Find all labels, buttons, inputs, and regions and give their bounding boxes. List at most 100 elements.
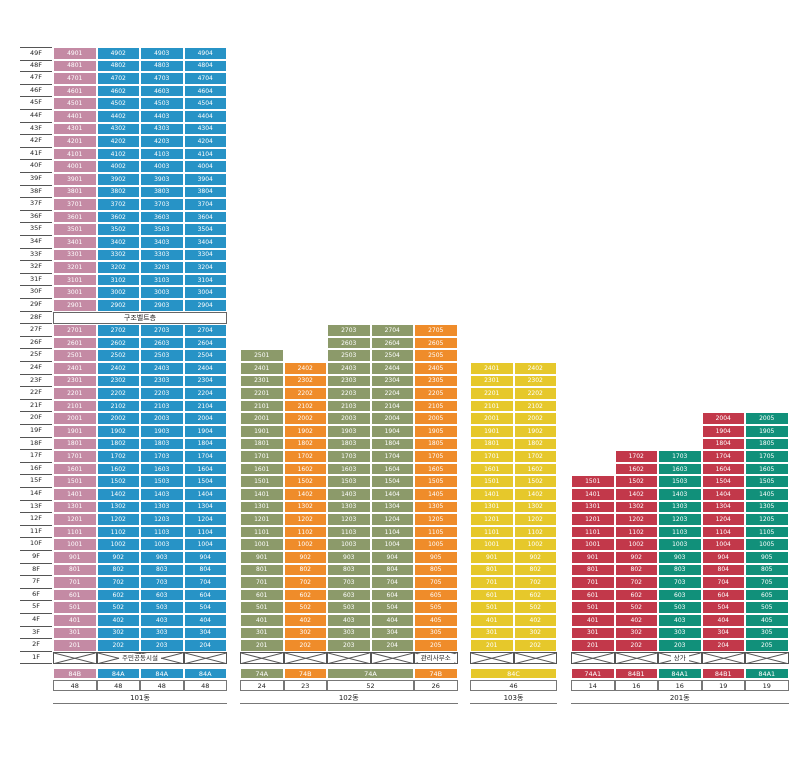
- unit-count: 19: [745, 680, 789, 692]
- floor-label: 2F: [20, 639, 52, 652]
- floor-label: 38F: [20, 186, 52, 199]
- unit-cell: 801: [470, 563, 514, 577]
- unit-cell: 602: [96, 588, 140, 602]
- unit-cell: 4803: [140, 59, 184, 73]
- floor-label: 12F: [20, 513, 52, 526]
- unit-cell: 1603: [140, 462, 184, 476]
- unit-cell: 403: [327, 614, 371, 627]
- unit-cell: 404: [183, 614, 227, 627]
- unit-type-label: 84C: [470, 668, 557, 680]
- unit-cell: 1503: [327, 475, 371, 488]
- unit-cell: 1104: [183, 525, 227, 539]
- unit-cell: 702: [513, 576, 557, 589]
- unit-cell: 4401: [53, 110, 97, 123]
- unit-cell: 1202: [283, 513, 327, 526]
- unit-count: 16: [614, 680, 658, 692]
- unit-cell: 3903: [140, 173, 184, 186]
- unit-cell: 1801: [240, 437, 284, 451]
- unit-cell: 4403: [140, 110, 184, 123]
- floor-label: 45F: [20, 97, 52, 110]
- floor-label: 47F: [20, 72, 52, 85]
- unit-cell: 202: [283, 639, 327, 652]
- unit-cell: 702: [96, 576, 140, 589]
- unit-cell: 2201: [240, 387, 284, 400]
- unit-cell: 301: [53, 626, 97, 640]
- unit-cell: 901: [53, 551, 97, 564]
- unit-cell: 1503: [658, 475, 702, 488]
- unit-cell: 803: [140, 563, 184, 577]
- unit-count: 48: [183, 680, 227, 692]
- unit-cell: 202: [614, 639, 658, 652]
- floor-label: 39F: [20, 173, 52, 186]
- unit-cell: 2704: [183, 324, 227, 337]
- pilotis-cell: [701, 651, 745, 665]
- unit-cell: 204: [701, 639, 745, 652]
- unit-cell: 203: [658, 639, 702, 652]
- unit-cell: 2403: [327, 362, 371, 375]
- unit-cell: 201: [53, 639, 97, 652]
- unit-cell: 1703: [327, 450, 371, 463]
- unit-cell: 1305: [414, 500, 458, 514]
- unit-cell: 3701: [53, 198, 97, 211]
- unit-cell: 2102: [96, 399, 140, 413]
- unit-cell: 603: [327, 588, 371, 602]
- building-name: 102동: [240, 692, 458, 705]
- unit-cell: 3704: [183, 198, 227, 211]
- unit-cell: 2404: [370, 362, 414, 375]
- floor-label: 27F: [20, 324, 52, 337]
- unit-cell: 1903: [140, 425, 184, 438]
- unit-cell: 1003: [658, 538, 702, 551]
- unit-cell: 902: [283, 551, 327, 564]
- unit-cell: 1602: [513, 462, 557, 476]
- unit-cell: 1101: [470, 525, 514, 539]
- unit-cell: 205: [414, 639, 458, 652]
- floor-label: 15F: [20, 475, 52, 488]
- unit-cell: 1801: [53, 437, 97, 451]
- building-name: 103동: [470, 692, 557, 705]
- unit-cell: 1302: [614, 500, 658, 514]
- pilotis-cell: [240, 651, 284, 665]
- unit-cell: 1503: [140, 475, 184, 488]
- unit-cell: 4902: [96, 47, 140, 60]
- unit-count: 14: [571, 680, 615, 692]
- unit-cell: 3002: [96, 286, 140, 299]
- commercial-label: 상가: [670, 653, 689, 663]
- unit-cell: 1003: [140, 538, 184, 551]
- unit-type-label: 84B: [53, 668, 97, 680]
- unit-cell: 2701: [53, 324, 97, 337]
- unit-cell: 2602: [96, 336, 140, 350]
- unit-cell: 1001: [240, 538, 284, 551]
- unit-cell: 2401: [53, 362, 97, 375]
- floor-label: 21F: [20, 400, 52, 413]
- unit-cell: 1204: [701, 513, 745, 526]
- floor-label: 29F: [20, 299, 52, 312]
- unit-cell: 205: [745, 639, 789, 652]
- unit-cell: 1301: [470, 500, 514, 514]
- unit-cell: 202: [513, 639, 557, 652]
- unit-cell: 1405: [745, 488, 789, 501]
- unit-type-label: 74A1: [571, 668, 615, 680]
- unit-cell: 902: [614, 551, 658, 564]
- pilotis-cell: [283, 651, 327, 665]
- unit-cell: 4804: [183, 59, 227, 73]
- unit-cell: 1303: [327, 500, 371, 514]
- unit-cell: 1804: [370, 437, 414, 451]
- unit-cell: 2702: [96, 324, 140, 337]
- unit-cell: 601: [240, 588, 284, 602]
- unit-cell: 4903: [140, 47, 184, 60]
- unit-cell: 1303: [140, 500, 184, 514]
- unit-cell: 3604: [183, 210, 227, 224]
- unit-cell: 4402: [96, 110, 140, 123]
- unit-cell: 1002: [513, 538, 557, 551]
- unit-cell: 201: [470, 639, 514, 652]
- unit-cell: 2402: [96, 362, 140, 375]
- unit-cell: 1105: [414, 525, 458, 539]
- unit-cell: 1202: [96, 513, 140, 526]
- unit-cell: 304: [701, 626, 745, 640]
- floor-label: 23F: [20, 375, 52, 388]
- pilotis-cell: [53, 651, 97, 665]
- unit-cell: 1805: [414, 437, 458, 451]
- unit-cell: 1502: [96, 475, 140, 488]
- unit-cell: 2703: [327, 324, 371, 337]
